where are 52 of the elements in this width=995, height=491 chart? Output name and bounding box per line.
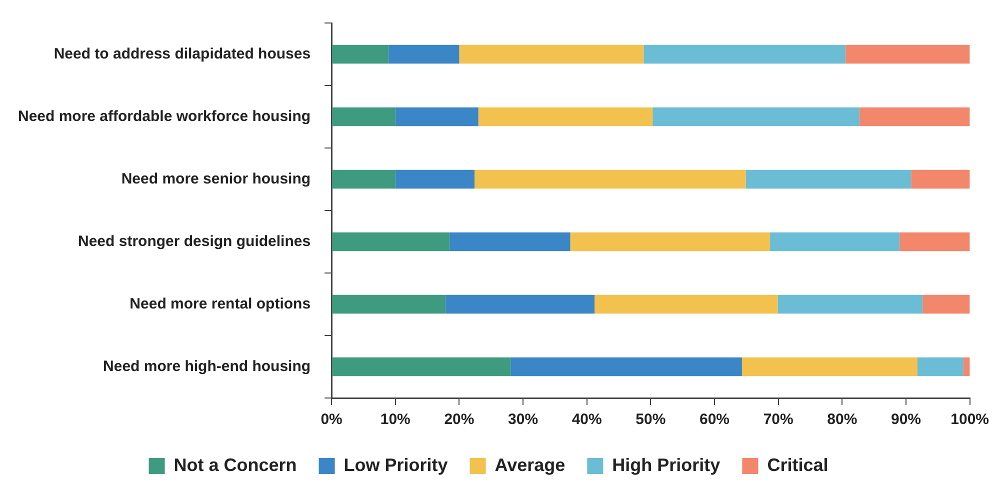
x-tick-label: 20% [444, 411, 474, 428]
bar [845, 44, 970, 64]
bar [332, 107, 396, 126]
x-tick-label: 40% [572, 411, 602, 428]
y-tick-label: Need more senior housing [121, 170, 311, 188]
bar [911, 170, 970, 189]
bar [332, 170, 396, 189]
x-tick-label: 100% [950, 411, 990, 428]
legend-label: Low Priority [344, 454, 448, 475]
legend-label: Average [494, 454, 566, 475]
bar [395, 107, 478, 126]
bar [510, 357, 742, 376]
y-tick-label: Need more rental options [130, 295, 311, 312]
bar [332, 44, 388, 64]
x-tick-label: 70% [763, 411, 794, 428]
bar [963, 357, 970, 376]
x-tick-label: 80% [827, 411, 858, 428]
x-tick-label: 30% [508, 411, 538, 428]
y-tick-label: Need stronger design guidelines [78, 232, 311, 250]
y-tick-label: Need more high-end housing [103, 358, 311, 375]
x-tick-label: 50% [636, 411, 666, 428]
bar [332, 232, 450, 252]
bar [922, 294, 970, 314]
bar [778, 294, 923, 314]
bar [917, 357, 964, 376]
x-tick-label: 10% [380, 411, 410, 428]
bar [644, 44, 846, 64]
bar [859, 107, 970, 126]
y-tick-label: Need more affordable workforce housing [18, 108, 311, 125]
bar [450, 232, 570, 252]
bar [652, 107, 860, 126]
bar [570, 232, 770, 252]
bar [395, 170, 475, 189]
legend-label: Critical [767, 454, 828, 475]
bar [474, 170, 746, 189]
x-tick-label: 90% [890, 411, 922, 428]
bar [742, 357, 918, 376]
bar [900, 232, 970, 252]
bar [459, 44, 644, 64]
legend-label: High Priority [612, 454, 720, 475]
x-tick-label: 60% [699, 411, 730, 428]
bar [478, 107, 653, 126]
bar [388, 44, 460, 64]
bar [332, 357, 511, 376]
legend-label: Not a Concern [174, 454, 297, 475]
bar [332, 294, 446, 314]
bar [594, 294, 778, 314]
bar [445, 294, 595, 314]
y-tick-label: Need to address dilapidated houses [54, 45, 311, 62]
bar [770, 232, 900, 252]
x-tick-label: 0% [320, 411, 342, 428]
bar [746, 170, 912, 189]
